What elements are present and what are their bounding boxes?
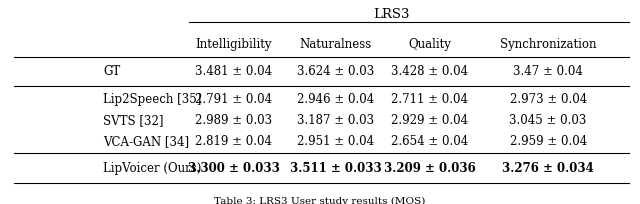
Text: 2.711 ± 0.04: 2.711 ± 0.04 xyxy=(391,93,468,106)
Text: Quality: Quality xyxy=(408,37,451,50)
Text: Naturalness: Naturalness xyxy=(300,37,372,50)
Text: 2.654 ± 0.04: 2.654 ± 0.04 xyxy=(391,134,468,147)
Text: 3.045 ± 0.03: 3.045 ± 0.03 xyxy=(509,114,587,126)
Text: SVTS [32]: SVTS [32] xyxy=(103,114,164,126)
Text: Lip2Speech [35]: Lip2Speech [35] xyxy=(103,93,202,106)
Text: 3.481 ± 0.04: 3.481 ± 0.04 xyxy=(195,65,273,78)
Text: 2.959 ± 0.04: 2.959 ± 0.04 xyxy=(509,134,587,147)
Text: 2.929 ± 0.04: 2.929 ± 0.04 xyxy=(391,114,468,126)
Text: Intelligibility: Intelligibility xyxy=(196,37,272,50)
Text: GT: GT xyxy=(103,65,120,78)
Text: 2.791 ± 0.04: 2.791 ± 0.04 xyxy=(195,93,273,106)
Text: 3.624 ± 0.03: 3.624 ± 0.03 xyxy=(298,65,374,78)
Text: 2.973 ± 0.04: 2.973 ± 0.04 xyxy=(509,93,587,106)
Text: Table 3: LRS3 User study results (MOS): Table 3: LRS3 User study results (MOS) xyxy=(214,195,426,204)
Text: 3.428 ± 0.04: 3.428 ± 0.04 xyxy=(391,65,468,78)
Text: 2.989 ± 0.03: 2.989 ± 0.03 xyxy=(195,114,273,126)
Text: 3.300 ± 0.033: 3.300 ± 0.033 xyxy=(188,161,280,174)
Text: 2.946 ± 0.04: 2.946 ± 0.04 xyxy=(298,93,374,106)
Text: 3.511 ± 0.033: 3.511 ± 0.033 xyxy=(290,161,382,174)
Text: VCA-GAN [34]: VCA-GAN [34] xyxy=(103,134,189,147)
Text: Synchronization: Synchronization xyxy=(500,37,596,50)
Text: 2.819 ± 0.04: 2.819 ± 0.04 xyxy=(195,134,273,147)
Text: LRS3: LRS3 xyxy=(373,8,410,21)
Text: 3.187 ± 0.03: 3.187 ± 0.03 xyxy=(298,114,374,126)
Text: 3.276 ± 0.034: 3.276 ± 0.034 xyxy=(502,161,594,174)
Text: 3.47 ± 0.04: 3.47 ± 0.04 xyxy=(513,65,583,78)
Text: 3.209 ± 0.036: 3.209 ± 0.036 xyxy=(384,161,476,174)
Text: 2.951 ± 0.04: 2.951 ± 0.04 xyxy=(298,134,374,147)
Text: LipVoicer (Ours): LipVoicer (Ours) xyxy=(103,161,202,174)
